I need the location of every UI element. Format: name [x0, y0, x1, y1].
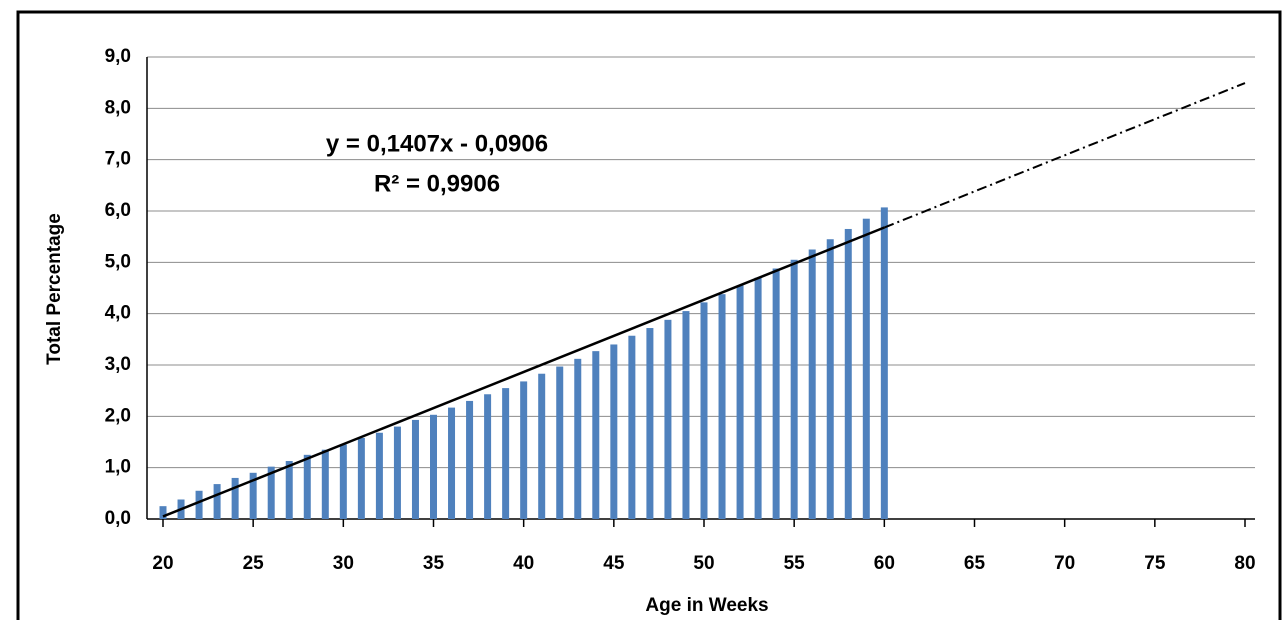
- bar: [772, 268, 780, 519]
- bar: [357, 437, 365, 519]
- y-tick-label: 7,0: [105, 149, 131, 170]
- x-tick-label: 20: [152, 553, 173, 574]
- y-tick-label: 1,0: [105, 457, 131, 478]
- bar: [466, 400, 474, 519]
- x-tick-label: 80: [1234, 553, 1255, 574]
- y-axis-label: Total Percentage: [44, 213, 65, 365]
- bar: [393, 426, 401, 519]
- trendline-forecast: [883, 82, 1246, 229]
- bar: [321, 449, 329, 519]
- x-tick-label: 50: [693, 553, 714, 574]
- x-tick-label: 30: [333, 553, 354, 574]
- bar: [249, 472, 257, 519]
- bar: [303, 454, 311, 519]
- trendline-r2: R² = 0,9906: [374, 170, 500, 197]
- bar: [574, 358, 582, 519]
- bar: [790, 259, 798, 519]
- x-tick-label: 60: [874, 553, 895, 574]
- bar: [718, 294, 726, 519]
- bar: [862, 218, 870, 519]
- bar: [520, 381, 528, 519]
- bar: [610, 344, 618, 519]
- bar: [826, 239, 834, 519]
- y-tick-label: 9,0: [105, 46, 131, 67]
- bar: [430, 414, 437, 519]
- bar: [231, 477, 239, 519]
- x-tick-label: 55: [784, 553, 806, 574]
- y-tick-label: 4,0: [105, 303, 131, 324]
- bar: [538, 373, 546, 519]
- bar: [592, 351, 600, 519]
- bar: [195, 490, 203, 519]
- chart-frame: [16, 10, 1282, 620]
- x-tick-label: 75: [1144, 553, 1166, 574]
- bar: [411, 419, 419, 519]
- bar: [880, 207, 888, 519]
- y-tick-label: 8,0: [105, 97, 131, 118]
- bar: [375, 432, 383, 519]
- bar: [628, 335, 636, 519]
- x-tick-label: 35: [423, 553, 445, 574]
- bar: [700, 302, 708, 519]
- bar: [808, 249, 816, 519]
- bar: [502, 388, 510, 519]
- bar: [285, 460, 293, 519]
- bar: [484, 394, 492, 519]
- y-tick-label: 0,0: [105, 508, 131, 529]
- bar: [754, 277, 762, 519]
- x-axis-label: Age in Weeks: [645, 595, 768, 616]
- bar: [844, 228, 852, 519]
- trendline-equation: y = 0,1407x - 0,0906: [326, 130, 548, 157]
- y-tick-label: 2,0: [105, 405, 131, 426]
- y-tick-label: 5,0: [105, 251, 131, 272]
- bar: [339, 444, 347, 519]
- bar: [556, 366, 564, 519]
- bar: [736, 285, 744, 519]
- bar: [267, 466, 275, 519]
- y-tick-label: 6,0: [105, 200, 131, 221]
- x-tick-label: 70: [1054, 553, 1075, 574]
- bar: [664, 319, 672, 519]
- x-tick-label: 25: [243, 553, 265, 574]
- x-tick-label: 65: [964, 553, 986, 574]
- trendline: [162, 226, 885, 518]
- bar: [213, 484, 221, 519]
- bar: [646, 328, 654, 519]
- x-tick-label: 45: [603, 553, 625, 574]
- bar: [682, 311, 690, 519]
- x-tick-label: 40: [513, 553, 534, 574]
- bar: [448, 407, 456, 519]
- bar: [159, 506, 167, 519]
- y-tick-label: 3,0: [105, 354, 131, 375]
